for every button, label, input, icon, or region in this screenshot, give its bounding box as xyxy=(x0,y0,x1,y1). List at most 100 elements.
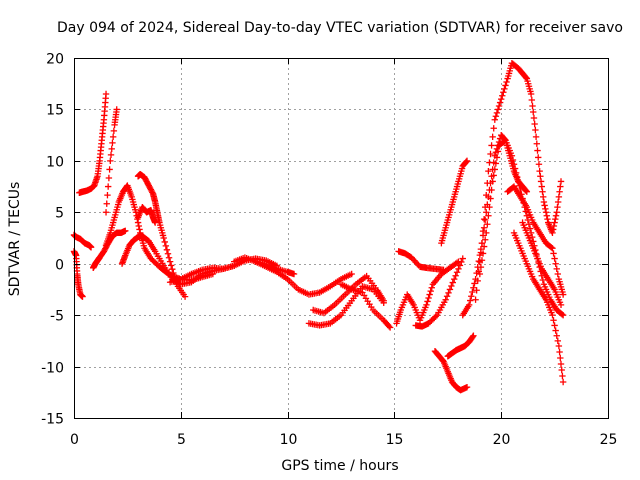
series-arc25 xyxy=(504,183,567,298)
data-point xyxy=(160,234,167,242)
data-point xyxy=(107,151,115,159)
data-point xyxy=(162,242,170,250)
data-point xyxy=(508,152,516,159)
data-point xyxy=(539,188,546,195)
data-point xyxy=(104,183,112,190)
data-point xyxy=(551,322,558,329)
data-point xyxy=(456,262,464,269)
data-point xyxy=(539,276,547,284)
series-arc22 xyxy=(459,131,531,319)
data-point xyxy=(479,250,487,257)
data-point xyxy=(540,198,548,206)
data-point xyxy=(108,145,115,153)
data-point xyxy=(483,191,490,199)
data-point xyxy=(122,227,129,234)
data-point xyxy=(109,139,116,147)
data-point xyxy=(541,202,548,209)
data-point xyxy=(556,188,563,195)
data-point xyxy=(445,289,452,297)
data-point xyxy=(104,191,111,199)
series-arc17 xyxy=(395,248,447,274)
data-point xyxy=(169,266,176,273)
data-point xyxy=(552,327,559,334)
data-point xyxy=(135,222,142,230)
data-point xyxy=(495,102,503,110)
data-point xyxy=(542,205,549,213)
axis-ticks xyxy=(74,58,609,419)
data-point xyxy=(472,296,479,303)
data-point xyxy=(164,250,172,257)
data-point xyxy=(483,229,490,237)
data-point xyxy=(551,219,558,226)
y-axis-label: SDTVAR / TECUs xyxy=(7,182,23,297)
x-tick-label: 15 xyxy=(386,432,404,448)
x-axis-label: GPS time / hours xyxy=(281,458,398,474)
y-tick-label: -10 xyxy=(41,361,64,377)
data-point xyxy=(559,378,567,386)
data-point xyxy=(480,243,488,250)
series-arc9 xyxy=(134,203,159,226)
data-point xyxy=(469,288,476,296)
data-point xyxy=(511,165,519,172)
data-point xyxy=(527,90,535,98)
x-tick-label: 5 xyxy=(177,432,186,448)
series-arc15 xyxy=(337,281,394,331)
data-point xyxy=(549,229,556,237)
data-point xyxy=(557,178,565,185)
data-point xyxy=(549,245,556,252)
data-point xyxy=(87,244,95,251)
data-point xyxy=(556,348,563,356)
data-point xyxy=(551,255,558,262)
data-point xyxy=(559,372,566,380)
data-point xyxy=(554,270,562,278)
data-point xyxy=(106,166,113,173)
data-point xyxy=(477,263,485,271)
data-point xyxy=(465,301,473,309)
data-point xyxy=(554,198,562,206)
data-point xyxy=(557,301,565,309)
data-point xyxy=(463,383,471,391)
data-point xyxy=(488,186,495,194)
data-point xyxy=(500,89,507,96)
data-point xyxy=(558,366,565,374)
data-point xyxy=(469,333,476,340)
data-point xyxy=(105,174,113,182)
data-point xyxy=(484,221,491,228)
data-point xyxy=(494,106,502,113)
data-point xyxy=(516,182,523,189)
data-point xyxy=(532,133,540,141)
data-point xyxy=(514,173,521,181)
data-point xyxy=(170,269,177,277)
y-tick-label: 0 xyxy=(55,258,64,274)
data-point xyxy=(537,173,544,180)
data-point xyxy=(488,142,495,149)
data-point xyxy=(550,250,557,257)
data-point xyxy=(453,269,461,276)
data-point xyxy=(425,294,432,302)
data-point xyxy=(167,262,175,269)
data-point xyxy=(455,265,462,273)
y-tick-label: -15 xyxy=(41,412,64,428)
data-point xyxy=(459,255,466,262)
data-point xyxy=(443,293,451,300)
data-point xyxy=(458,258,465,266)
data-point xyxy=(533,140,540,147)
data-point xyxy=(474,277,481,285)
data-point xyxy=(530,114,538,122)
data-point xyxy=(476,270,484,278)
data-point xyxy=(478,239,486,247)
series-arc3 xyxy=(76,90,110,196)
data-point xyxy=(471,280,478,287)
x-tick-label: 0 xyxy=(70,432,79,448)
data-point xyxy=(549,311,556,319)
data-point xyxy=(549,226,557,233)
data-point xyxy=(113,106,120,113)
series-arc19 xyxy=(431,347,471,394)
data-point xyxy=(109,133,117,141)
data-point xyxy=(526,225,534,232)
data-point xyxy=(544,215,551,223)
data-point xyxy=(523,212,531,219)
data-point xyxy=(528,233,536,241)
data-point xyxy=(478,257,486,264)
data-point xyxy=(103,200,110,207)
